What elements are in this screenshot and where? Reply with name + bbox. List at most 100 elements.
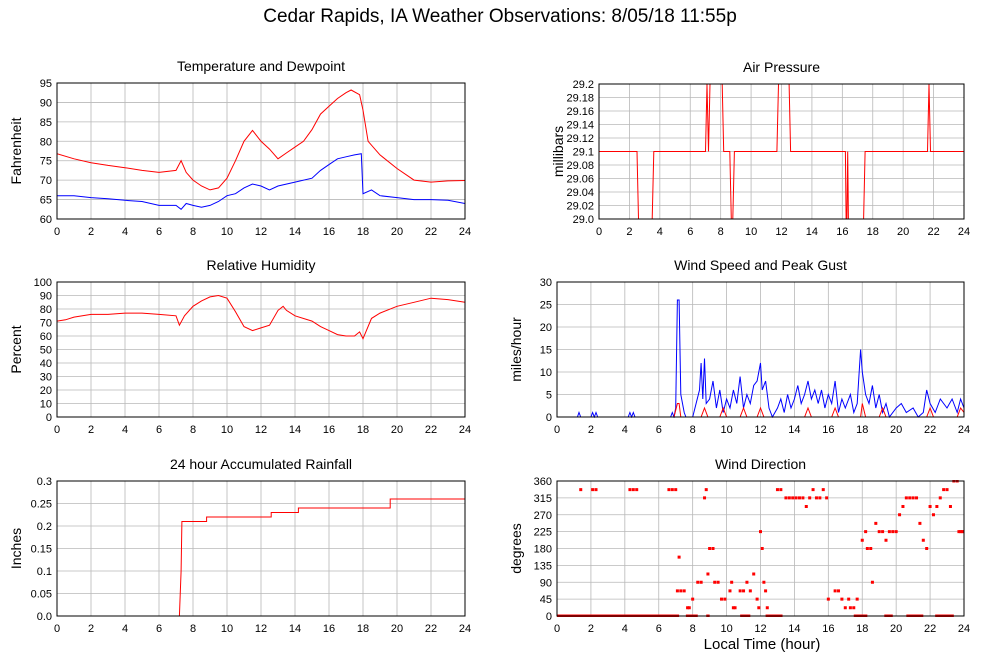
data-point [825,496,829,500]
x-tick-label: 4 [622,424,628,436]
scatter-series [557,480,964,617]
x-tick-label: 14 [788,424,800,436]
y-tick-label: 360 [534,476,552,488]
x-tick-label: 10 [745,226,757,238]
x-tick-label: 12 [775,226,787,238]
data-point [742,589,746,593]
y-tick-label: 29.06 [566,174,594,186]
x-tick-label: 24 [459,226,471,238]
data-point [942,488,946,492]
data-point [837,589,841,593]
x-tick-label: 4 [622,623,628,635]
y-tick-label: 0 [546,611,552,623]
x-tick-label: 20 [890,623,902,635]
data-point [962,530,964,534]
data-point [911,496,915,500]
data-point [708,547,712,550]
data-point [833,589,837,593]
y-tick-label: 80 [40,136,52,148]
data-point [748,589,752,593]
data-point [738,589,742,593]
y-tick-label: 0.25 [31,499,52,511]
x-tick-label: 20 [391,623,403,635]
y-tick-label: 29.04 [566,187,594,199]
data-point [884,538,888,542]
x-tick-label: 22 [425,623,437,635]
data-point [765,606,769,610]
data-point [921,538,925,542]
data-point [791,496,795,500]
x-tick-label: 6 [656,623,662,635]
x-tick-label: 10 [221,424,233,436]
y-tick-label: 0.3 [37,476,52,488]
x-tick-label: 16 [822,424,834,436]
data-point [752,572,756,576]
x-tick-label: 0 [596,226,602,238]
data-point [960,530,964,534]
data-point [811,488,815,492]
x-tick-label: 8 [718,226,724,238]
data-point [787,496,791,500]
y-axis-label: Percent [8,325,24,373]
x-tick-label: 14 [806,226,818,238]
data-point [826,597,830,601]
data-point [631,488,635,492]
y-tick-label: 0.15 [31,544,52,556]
data-point [935,505,939,508]
chart-title: Wind Direction [715,456,806,472]
x-tick-label: 20 [391,424,403,436]
data-point [674,488,678,492]
data-point [840,597,844,601]
x-tick-label: 24 [459,623,471,635]
x-tick-label: 22 [924,424,936,436]
x-tick-label: 12 [754,623,766,635]
data-point [670,488,674,492]
data-point [579,488,583,492]
x-tick-label: 0 [554,424,560,436]
y-tick-label: 60 [40,331,52,343]
y-tick-label: 29.2 [573,79,594,91]
x-tick-label: 18 [856,424,868,436]
data-point [821,488,825,492]
data-point [775,488,779,492]
data-point [818,496,822,500]
x-tick-label: 10 [720,424,732,436]
data-point [894,530,898,534]
y-axis-label: millibars [550,126,566,177]
y-tick-label: 29.16 [566,106,594,118]
chart-title: Relative Humidity [207,257,316,273]
x-tick-label: 6 [156,424,162,436]
data-point [855,597,859,601]
data-point [755,597,759,601]
plot-frame [56,82,466,220]
y-tick-label: 10 [540,367,552,379]
data-point [794,496,798,500]
data-point [733,606,737,610]
y-tick-label: 29.0 [573,214,594,226]
x-tick-label: 16 [323,226,335,238]
data-point [682,589,686,593]
data-point [784,496,788,500]
data-point [679,589,683,593]
y-tick-label: 40 [40,358,52,370]
series-line-0 [57,89,465,191]
data-point [948,505,952,508]
x-tick-label: 24 [958,623,970,635]
data-point [703,496,707,500]
data-point [677,555,681,559]
data-point [804,505,808,508]
x-tick-label: 18 [867,226,879,238]
data-point [594,488,598,492]
data-point [687,606,691,610]
plot-frame [56,281,466,418]
y-tick-label: 29.1 [573,147,594,159]
x-tick-label: 0 [54,424,60,436]
data-point [699,580,703,584]
data-point [928,505,932,508]
x-tick-label: 2 [88,424,94,436]
x-tick-label: 2 [588,623,594,635]
x-tick-label: 14 [289,424,301,436]
